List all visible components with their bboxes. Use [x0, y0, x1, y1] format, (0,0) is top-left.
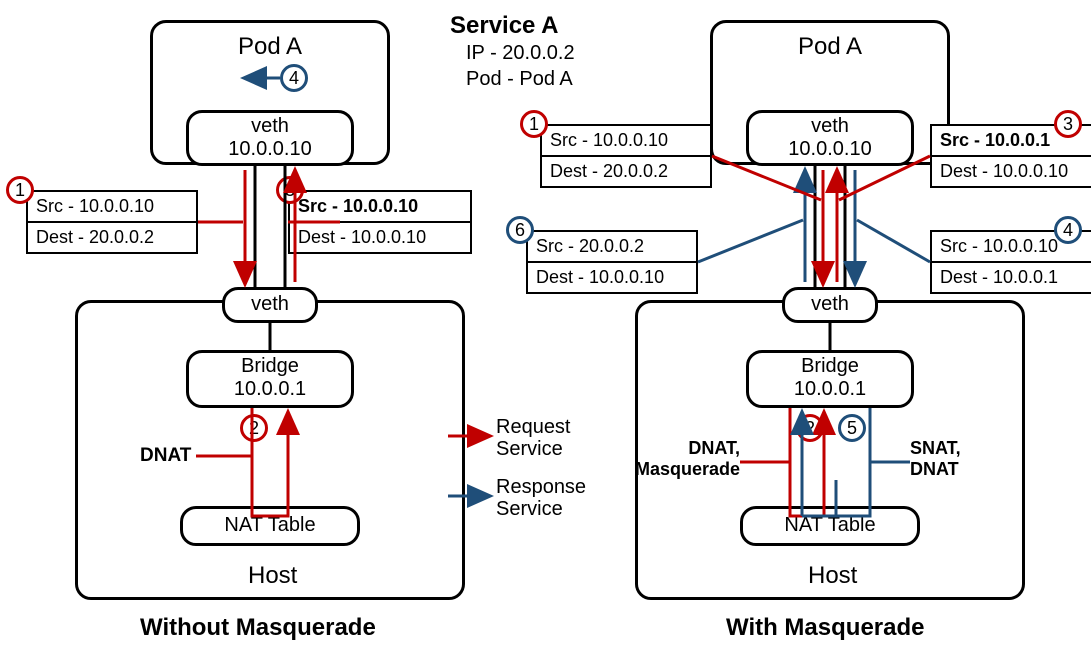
- right-veth-top: veth 10.0.0.10: [746, 110, 914, 166]
- left-badge-3: 3: [276, 176, 304, 204]
- left-dnat-label: DNAT: [140, 445, 191, 467]
- right-packet-6-dest: Dest - 10.0.0.10: [526, 263, 698, 294]
- right-packet-6: Src - 20.0.0.2 Dest - 10.0.0.10: [526, 230, 698, 294]
- right-packet-6-src: Src - 20.0.0.2: [526, 230, 698, 263]
- right-badge-6: 6: [506, 216, 534, 244]
- right-packet-1-src: Src - 10.0.0.10: [540, 124, 712, 157]
- left-packet-1-dest: Dest - 20.0.0.2: [26, 223, 198, 254]
- service-pod: Pod - Pod A: [466, 68, 573, 91]
- right-bridge: Bridge 10.0.0.1: [746, 350, 914, 408]
- right-packet-4-dest: Dest - 10.0.0.1: [930, 263, 1091, 294]
- left-veth-bottom: veth: [222, 287, 318, 323]
- right-pod-label: Pod A: [713, 33, 947, 61]
- service-ip: IP - 20.0.0.2: [466, 42, 575, 65]
- right-packet-1: Src - 10.0.0.10 Dest - 20.0.0.2: [540, 124, 712, 188]
- right-veth-bottom: veth: [782, 287, 878, 323]
- right-packet-1-dest: Dest - 20.0.0.2: [540, 157, 712, 188]
- right-badge-4: 4: [1054, 216, 1082, 244]
- right-badge-3: 3: [1054, 110, 1082, 138]
- right-caption: With Masquerade: [726, 614, 924, 642]
- right-badge-5: 5: [838, 414, 866, 442]
- left-packet-3-dest: Dest - 10.0.0.10: [288, 223, 472, 254]
- right-dnat-label: DNAT, Masquerade: [620, 438, 740, 479]
- left-veth-top: veth 10.0.0.10: [186, 110, 354, 166]
- right-badge-1: 1: [520, 110, 548, 138]
- left-nat: NAT Table: [180, 506, 360, 546]
- left-host-box: [75, 300, 465, 600]
- title: Service A: [450, 12, 559, 40]
- left-packet-1: Src - 10.0.0.10 Dest - 20.0.0.2: [26, 190, 198, 254]
- legend-res: Response Service: [496, 476, 586, 520]
- left-bridge: Bridge 10.0.0.1: [186, 350, 354, 408]
- left-packet-1-src: Src - 10.0.0.10: [26, 190, 198, 223]
- left-badge-1: 1: [6, 176, 34, 204]
- right-nat: NAT Table: [740, 506, 920, 546]
- left-packet-3-src: Src - 10.0.0.10: [288, 190, 472, 223]
- left-caption: Without Masquerade: [140, 614, 376, 642]
- left-badge-4: 4: [280, 64, 308, 92]
- right-badge-2: 2: [796, 414, 824, 442]
- left-host-label: Host: [248, 562, 297, 590]
- right-snat-label: SNAT, DNAT: [910, 438, 961, 479]
- left-packet-3: Src - 10.0.0.10 Dest - 10.0.0.10: [288, 190, 472, 254]
- left-badge-2: 2: [240, 414, 268, 442]
- right-packet-3-dest: Dest - 10.0.0.10: [930, 157, 1091, 188]
- left-pod-label: Pod A: [153, 33, 387, 61]
- right-host-label: Host: [808, 562, 857, 590]
- legend-req: Request Service: [496, 416, 571, 460]
